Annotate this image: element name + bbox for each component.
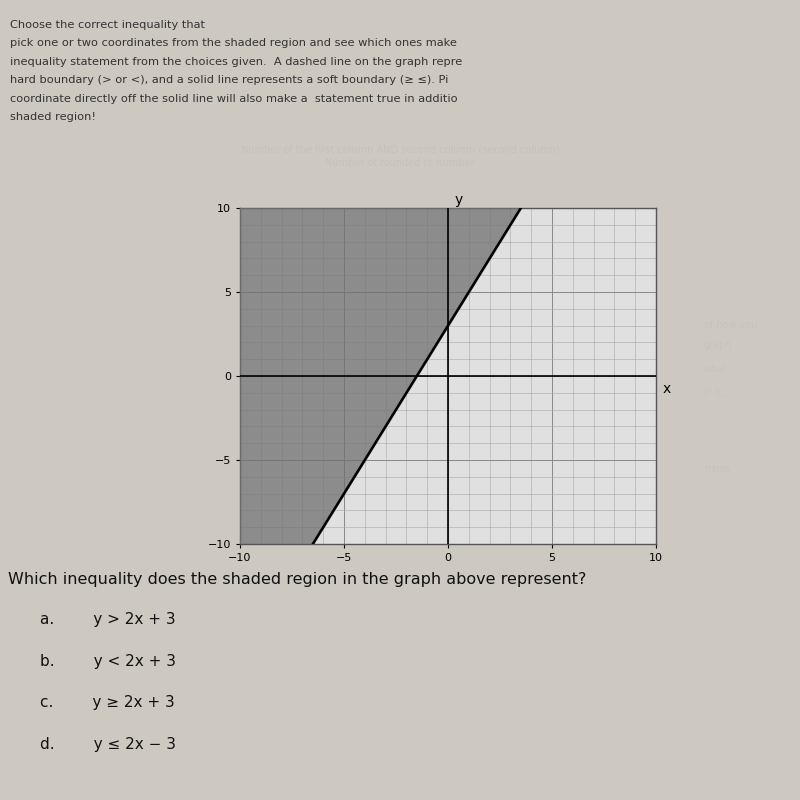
Text: inequality statement from the choices given.  A dashed line on the graph repre: inequality statement from the choices gi… xyxy=(10,57,462,66)
Text: Choose the correct inequality that: Choose the correct inequality that xyxy=(10,20,205,30)
Text: mups: mups xyxy=(704,464,731,474)
Text: d.        y ≤ 2x − 3: d. y ≤ 2x − 3 xyxy=(40,737,176,752)
Text: x: x xyxy=(662,382,670,397)
Text: IF t...: IF t... xyxy=(704,388,729,398)
Text: a.        y > 2x + 3: a. y > 2x + 3 xyxy=(40,612,176,627)
Text: hard boundary (> or <), and a solid line represents a soft boundary (≥ ≤). Pi: hard boundary (> or <), and a solid line… xyxy=(10,75,448,85)
Text: c.        y ≥ 2x + 3: c. y ≥ 2x + 3 xyxy=(40,695,174,710)
Text: pick one or two coordinates from the shaded region and see which ones make: pick one or two coordinates from the sha… xyxy=(10,38,457,49)
Text: what: what xyxy=(704,364,728,374)
Text: Number of the first column AND second column (second column): Number of the first column AND second co… xyxy=(241,144,559,154)
Text: Which inequality does the shaded region in the graph above represent?: Which inequality does the shaded region … xyxy=(8,572,586,587)
Polygon shape xyxy=(240,208,521,544)
Text: b.        y < 2x + 3: b. y < 2x + 3 xyxy=(40,654,176,669)
Text: of how you: of how you xyxy=(704,320,758,330)
Text: y: y xyxy=(454,193,462,206)
Text: graph: graph xyxy=(704,340,733,350)
Text: shaded region!: shaded region! xyxy=(10,112,96,122)
Text: Number of rounded to number: Number of rounded to number xyxy=(326,158,474,168)
Text: coordinate directly off the solid line will also make a  statement true in addit: coordinate directly off the solid line w… xyxy=(10,94,458,104)
